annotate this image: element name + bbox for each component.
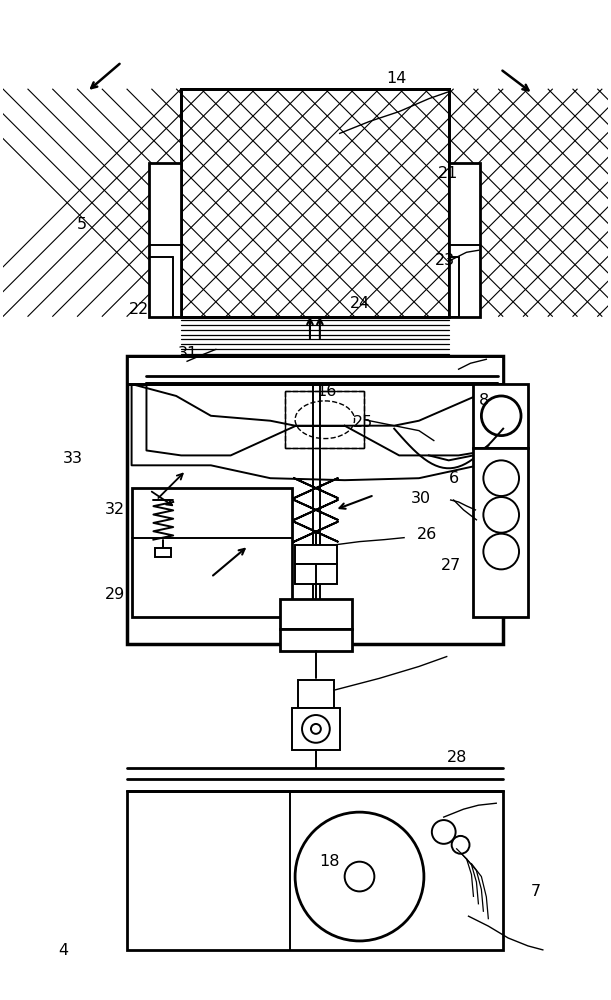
Text: 22: 22 bbox=[129, 302, 149, 317]
Bar bbox=[448, 163, 480, 317]
Text: 16: 16 bbox=[316, 384, 337, 399]
Text: 28: 28 bbox=[447, 750, 467, 765]
Text: 30: 30 bbox=[411, 491, 431, 506]
Bar bbox=[292, 708, 340, 750]
Bar bbox=[295, 545, 337, 564]
Text: 8: 8 bbox=[479, 393, 489, 408]
Bar bbox=[181, 89, 448, 317]
Polygon shape bbox=[294, 500, 338, 510]
Text: 24: 24 bbox=[350, 296, 370, 311]
Text: 18: 18 bbox=[320, 854, 340, 869]
Bar bbox=[155, 548, 171, 557]
Bar bbox=[126, 356, 503, 384]
Text: 21: 21 bbox=[437, 166, 458, 181]
Text: 14: 14 bbox=[386, 71, 406, 86]
Bar bbox=[181, 89, 448, 317]
Text: 32: 32 bbox=[104, 502, 125, 517]
Text: 33: 33 bbox=[62, 451, 82, 466]
Bar bbox=[474, 384, 528, 448]
Text: 5: 5 bbox=[76, 217, 87, 232]
Polygon shape bbox=[131, 384, 503, 480]
Polygon shape bbox=[294, 522, 338, 532]
Bar bbox=[285, 391, 364, 448]
Polygon shape bbox=[294, 510, 338, 520]
Bar bbox=[280, 599, 351, 629]
Bar bbox=[298, 680, 334, 708]
Text: 6: 6 bbox=[448, 471, 459, 486]
Text: 7: 7 bbox=[530, 884, 541, 899]
Text: 29: 29 bbox=[104, 587, 125, 602]
Bar bbox=[295, 564, 337, 584]
Polygon shape bbox=[294, 478, 338, 488]
Text: 27: 27 bbox=[441, 558, 461, 573]
Bar bbox=[474, 448, 528, 617]
Bar bbox=[280, 629, 351, 651]
Bar bbox=[181, 89, 448, 317]
Bar bbox=[126, 791, 503, 950]
Bar bbox=[150, 163, 181, 317]
Text: 4: 4 bbox=[58, 943, 68, 958]
Text: 23: 23 bbox=[434, 253, 455, 268]
Polygon shape bbox=[294, 532, 338, 542]
Bar bbox=[131, 488, 292, 617]
Polygon shape bbox=[294, 488, 338, 498]
Text: 26: 26 bbox=[417, 527, 437, 542]
Text: 25: 25 bbox=[353, 415, 373, 430]
Bar bbox=[126, 356, 503, 644]
Text: 31: 31 bbox=[177, 346, 197, 361]
